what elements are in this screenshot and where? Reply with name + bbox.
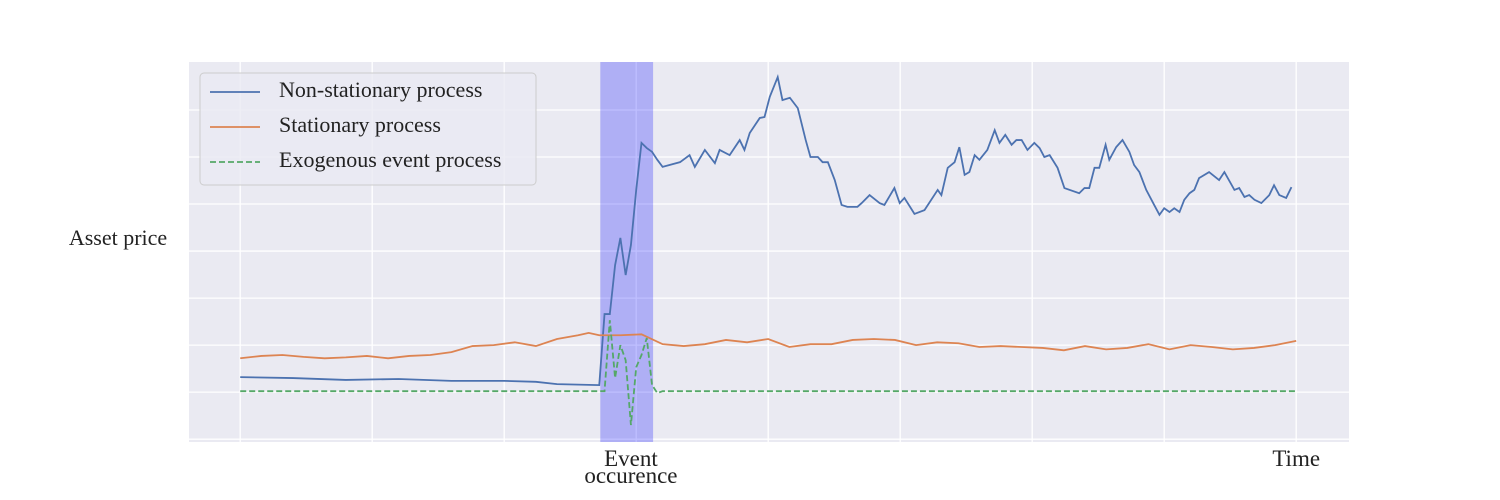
line <box>240 331 1297 360</box>
line <box>240 320 1297 426</box>
legend-label: Exogenous event process <box>279 147 501 172</box>
legend-box <box>199 72 537 186</box>
legend: Non-stationary process Stationary process… <box>199 72 537 186</box>
event-span <box>600 62 654 442</box>
line <box>240 73 1293 387</box>
legend-label: Non-stationary process <box>279 77 482 102</box>
legend-label: Stationary process <box>279 112 441 137</box>
x-tick-label: Time <box>1272 446 1321 471</box>
x-tick-label: Event occurence <box>584 446 678 488</box>
y-axis-label: Asset price <box>69 225 167 250</box>
